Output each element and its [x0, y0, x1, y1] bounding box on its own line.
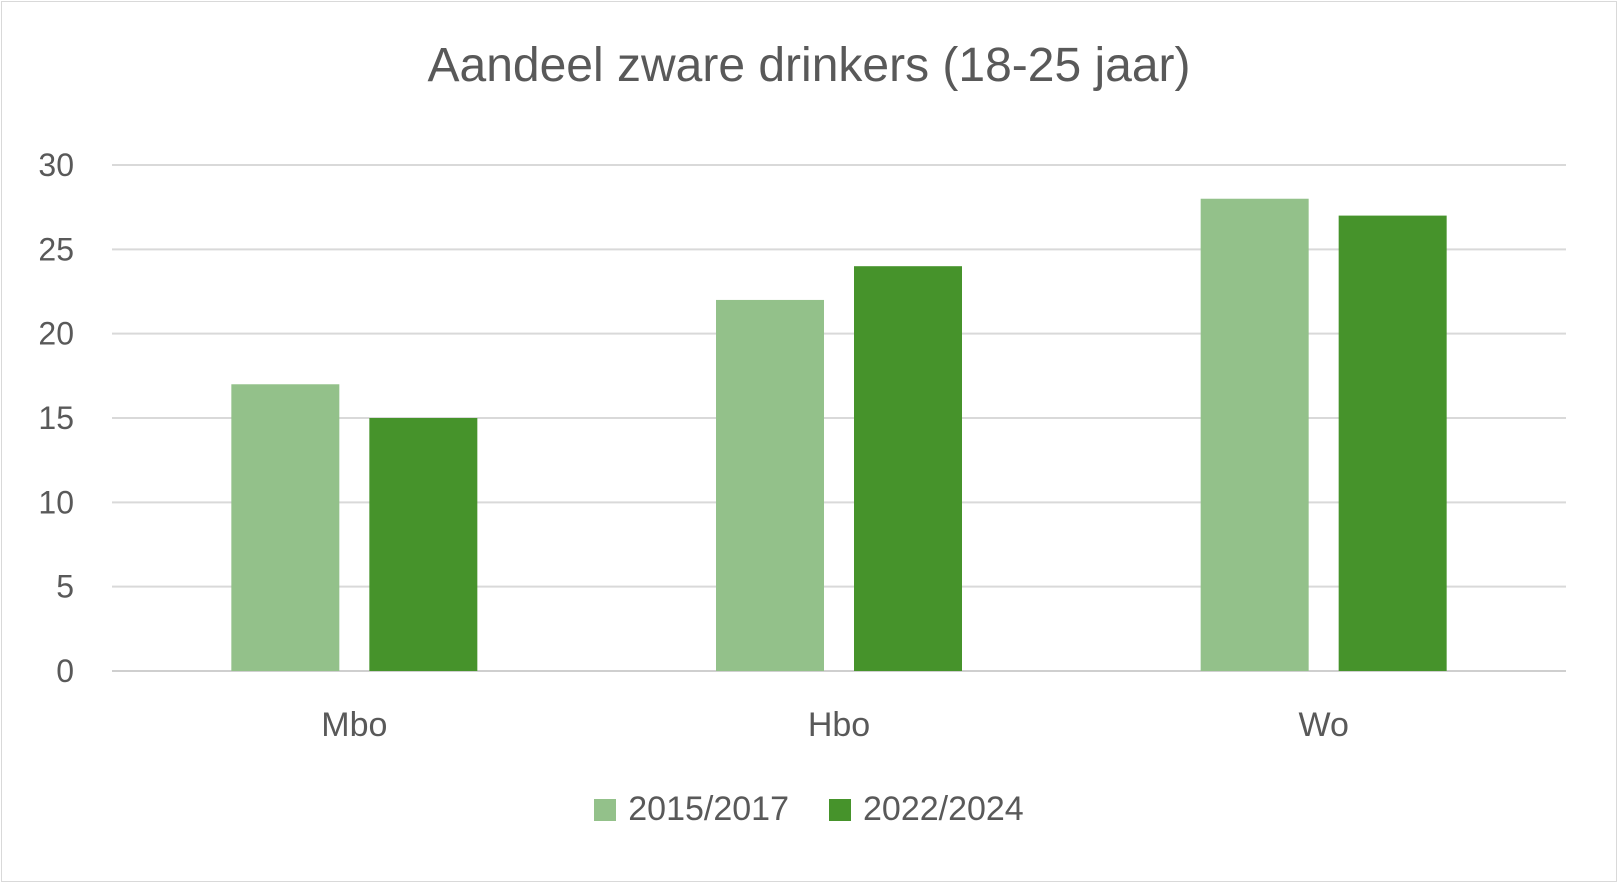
legend-label-series-1: 2015/2017 [628, 790, 789, 828]
y-tick-label: 15 [38, 400, 74, 436]
legend-swatch-series-1 [594, 798, 617, 821]
legend-item-series-1: 2015/2017 [594, 790, 789, 829]
y-axis-ticks: 0 5 10 15 20 25 30 [38, 147, 74, 689]
y-tick-label: 30 [38, 147, 74, 183]
x-category-label: Mbo [321, 706, 387, 744]
bar-wo-series-1 [1200, 198, 1309, 671]
bar-hbo-series-1 [716, 299, 824, 671]
bar-mbo-series-1 [231, 384, 340, 671]
bars [231, 198, 1447, 671]
gridlines [112, 164, 1566, 672]
chart-title: Aandeel zware drinkers (18-25 jaar) [427, 39, 1191, 92]
y-tick-label: 25 [38, 231, 74, 267]
bar-hbo-series-2 [854, 266, 962, 671]
legend-item-series-2: 2022/2024 [829, 790, 1024, 829]
legend-swatch-series-2 [829, 798, 851, 821]
legend-label-series-2: 2022/2024 [863, 790, 1024, 828]
y-tick-label: 10 [38, 484, 74, 520]
bar-mbo-series-2 [369, 418, 478, 671]
legend: 2015/2017 2022/2024 [0, 790, 1618, 829]
x-category-label: Hbo [808, 706, 870, 744]
bar-wo-series-2 [1338, 215, 1447, 671]
x-axis-categories: Mbo Hbo Wo [321, 706, 1349, 744]
y-tick-label: 20 [38, 316, 74, 352]
y-tick-label: 5 [56, 569, 74, 605]
y-tick-label: 0 [56, 653, 74, 689]
x-category-label: Wo [1298, 706, 1348, 744]
